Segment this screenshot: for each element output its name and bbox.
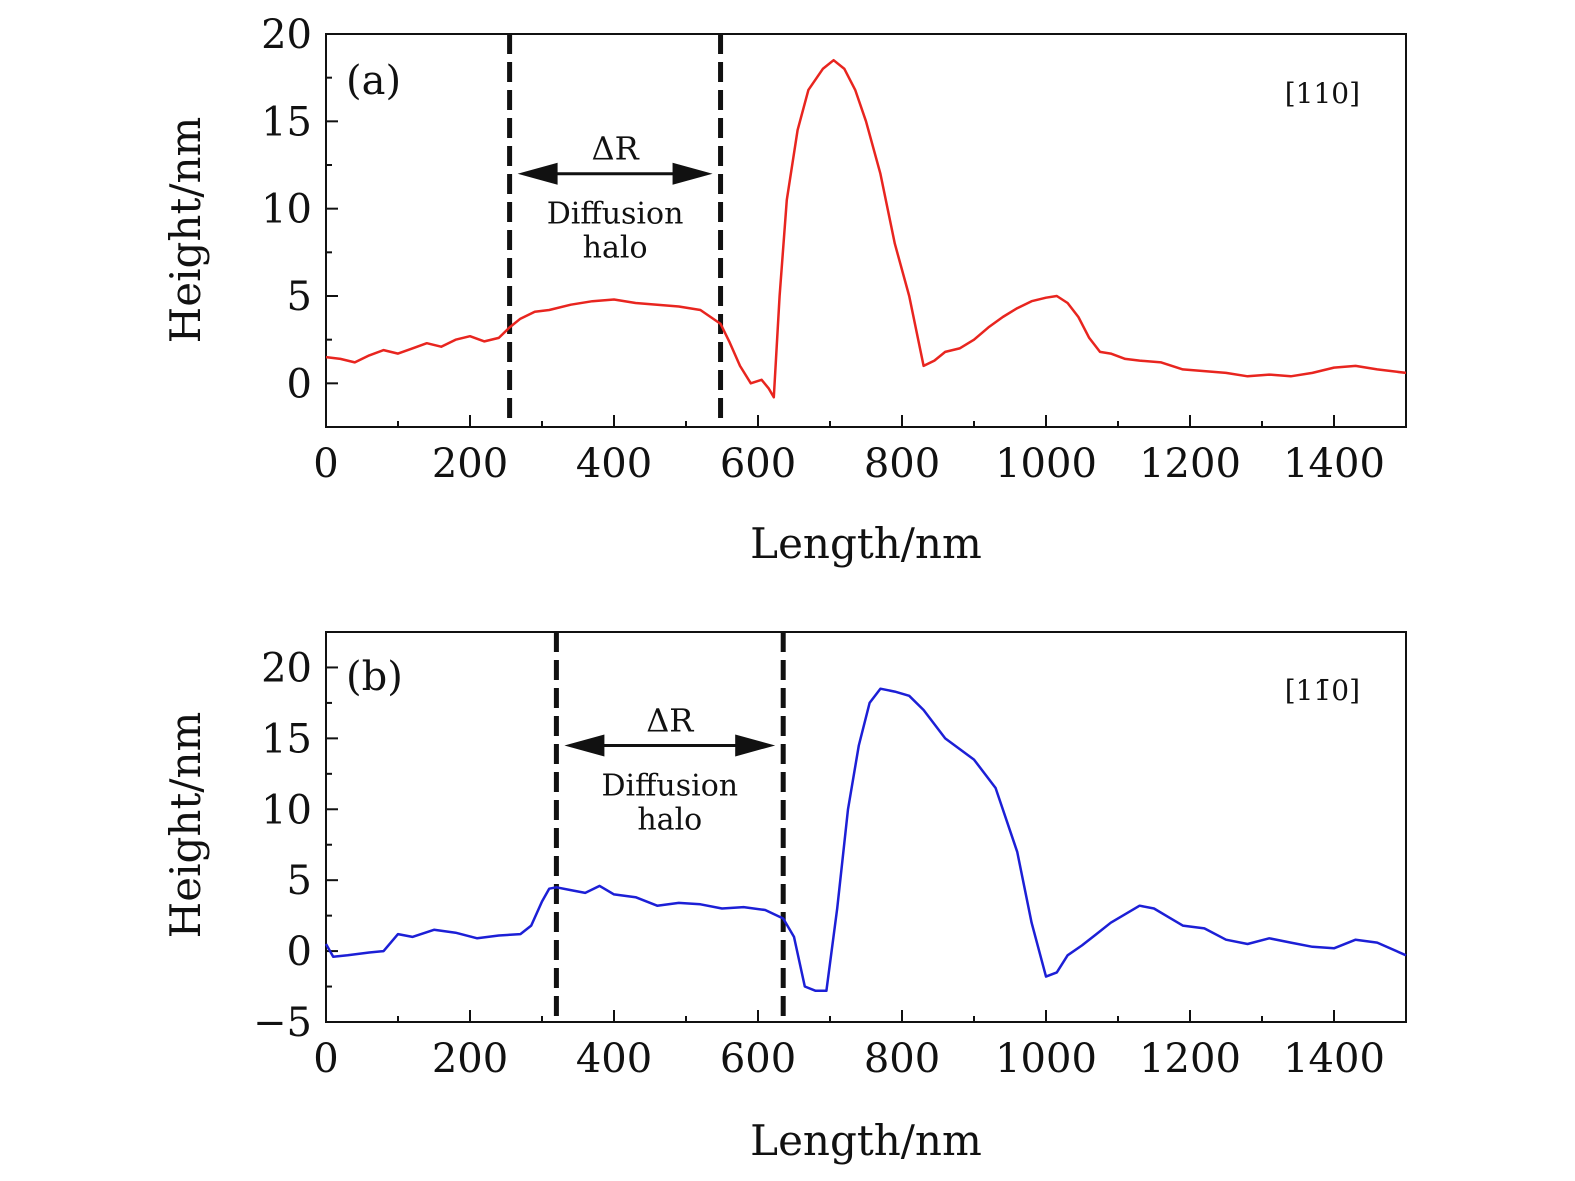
panel-a-arrow-head-left <box>517 162 558 185</box>
panel-b-x-tick-label-7: 1400 <box>1283 1036 1385 1082</box>
panel-b-x-axis-title: Length/nm <box>750 1116 982 1165</box>
panel-b-x-tick-label-6: 1200 <box>1139 1036 1241 1082</box>
panel-a-y-tick-label-4: 20 <box>261 12 312 58</box>
panel-b-direction-label: [11̄0] <box>1285 674 1360 707</box>
panel-a-x-tick-label-5: 1000 <box>995 441 1097 487</box>
panel-b-y-ticks: −5 0 5 10 15 20 <box>253 645 338 1046</box>
panel-a-x-tick-label-2: 400 <box>576 441 652 487</box>
panel-b-y-tick-label-0: −5 <box>253 1000 312 1046</box>
panel-b-frame <box>325 631 1407 1023</box>
panel-b-arrow-head-left <box>564 734 605 757</box>
panel-a-frame <box>325 33 1407 428</box>
panel-b-series-line <box>324 687 1407 993</box>
panel-b-x-tick-label-3: 600 <box>720 1036 796 1082</box>
panel-a-x-tick-label-4: 800 <box>864 441 940 487</box>
panel-b-x-ticks: 0 200 400 600 800 1000 1200 1400 <box>313 1010 1407 1082</box>
panel-b-arrow-head-right <box>735 734 776 757</box>
panel-a-x-tick-label-6: 1200 <box>1139 441 1241 487</box>
panel-a-y-tick-label-3: 15 <box>261 99 312 145</box>
panel-a-y-axis-title: Height/nm <box>161 117 210 344</box>
panel-a-x-tick-label-7: 1400 <box>1283 441 1385 487</box>
panel-b-markers <box>553 632 786 1022</box>
panel-a-markers <box>507 34 724 427</box>
panel-a-y-tick-label-0: 0 <box>287 361 312 407</box>
panel-a-y-tick-label-1: 5 <box>287 274 312 320</box>
panel-a-x-tick-label-0: 0 <box>313 441 338 487</box>
panel-a-halo-label-line2: halo <box>583 231 648 266</box>
panel-b-x-tick-label-4: 800 <box>864 1036 940 1082</box>
panel-b-y-tick-label-5: 20 <box>261 645 312 691</box>
panel-a-y-tick-label-2: 10 <box>261 187 312 233</box>
panel-a-series-line <box>325 58 1407 399</box>
panel-b-halo-label-line2: halo <box>637 802 702 837</box>
panel-a-x-ticks: 0 200 400 600 800 1000 1200 1400 <box>313 415 1407 487</box>
panel-a-halo-label-line1: Diffusion <box>547 197 684 232</box>
panel-a-direction-label: [110] <box>1285 77 1360 110</box>
panel-b-x-tick-label-1: 200 <box>432 1036 508 1082</box>
panel-a-annotation: ΔR Diffusion halo <box>517 130 713 266</box>
panel-b-y-tick-label-2: 5 <box>287 858 312 904</box>
panel-a-x-tick-label-3: 600 <box>720 441 796 487</box>
panel-b-x-tick-label-2: 400 <box>576 1036 652 1082</box>
panel-a-arrow-head-right <box>672 162 713 185</box>
panel-b-annotation: ΔR Diffusion halo <box>564 701 776 837</box>
panel-b-x-tick-label-0: 0 <box>313 1036 338 1082</box>
panel-b-y-tick-label-3: 10 <box>261 787 312 833</box>
panel-a-x-tick-label-1: 200 <box>432 441 508 487</box>
panel-b-y-tick-label-4: 15 <box>261 716 312 762</box>
panel-b-label: (b) <box>346 654 403 700</box>
panel-b-x-tick-label-5: 1000 <box>995 1036 1097 1082</box>
panel-b-halo-label-line1: Diffusion <box>601 768 738 803</box>
panel-b-y-tick-label-1: 0 <box>287 929 312 975</box>
panel-a: 0 5 10 15 20 0 200 400 600 800 1000 1200 1400 ΔR Di… <box>161 12 1407 568</box>
panel-a-label: (a) <box>346 58 401 104</box>
panel-a-y-ticks: 0 5 10 15 20 <box>261 12 338 407</box>
panel-a-x-axis-title: Length/nm <box>750 519 982 568</box>
panel-b-y-axis-title: Height/nm <box>161 712 210 939</box>
panel-a-delta-r-label: ΔR <box>591 130 639 168</box>
panel-b-delta-r-label: ΔR <box>646 701 694 739</box>
